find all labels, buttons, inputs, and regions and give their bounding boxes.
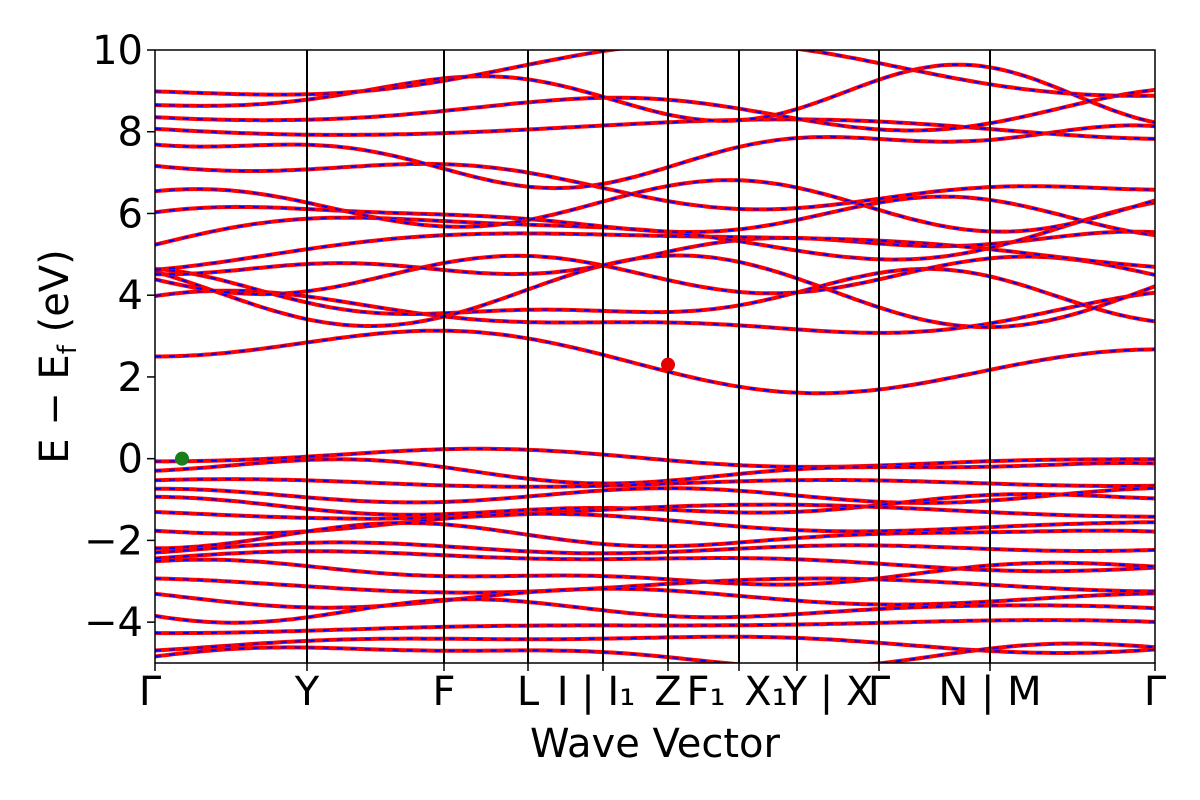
y-tick-label: 2 — [118, 355, 143, 401]
y-axis-ticks: −4 −2 0 2 4 6 8 10 — [84, 28, 155, 646]
band-line — [155, 288, 1155, 335]
band-line-overlay — [155, 329, 1155, 395]
y-axis-label: E − Ef (eV) — [32, 249, 83, 464]
band-line-overlay — [155, 50, 1155, 97]
band-line — [155, 161, 1155, 212]
x-tick-label: Y — [294, 669, 320, 715]
band-line-overlay — [155, 254, 1155, 296]
band-line — [155, 641, 1155, 663]
band-line — [155, 521, 1155, 551]
x-tick-label: Z — [654, 669, 681, 715]
high-symmetry-lines — [306, 50, 991, 663]
y-tick-label: 10 — [92, 28, 143, 74]
band-line-overlay — [155, 63, 1155, 124]
plot-frame — [154, 49, 1156, 664]
band-line-overlay — [155, 124, 1155, 190]
band-line — [155, 253, 1155, 297]
band-line-overlay — [155, 201, 1155, 261]
x-tick-label: F — [432, 669, 455, 715]
y-tick-label: −4 — [84, 600, 143, 646]
band-line — [155, 576, 1155, 595]
x-tick-label: Γ — [1144, 669, 1167, 715]
band-line-overlay — [155, 267, 1155, 323]
y-tick-label: 6 — [118, 191, 143, 237]
band-line — [155, 446, 1155, 469]
band-line — [155, 328, 1155, 396]
vbm-marker — [175, 451, 189, 466]
x-tick-label: N | M — [938, 669, 1041, 715]
band-line — [155, 87, 1155, 133]
x-tick-label: X₁ — [744, 669, 787, 715]
band-line — [155, 477, 1155, 489]
x-tick-label: L — [517, 669, 540, 715]
band-line — [155, 457, 1155, 486]
x-tick-label: Γ — [868, 669, 891, 715]
x-tick-label: Γ — [139, 669, 162, 715]
band-line — [155, 586, 1155, 610]
band-line — [155, 557, 1155, 587]
band-line-overlay — [155, 179, 1155, 233]
band-line — [155, 618, 1155, 636]
band-line — [155, 549, 1155, 574]
x-tick-label: I | I₁ — [557, 669, 636, 715]
band-line — [155, 540, 1155, 556]
band-line — [155, 229, 1155, 277]
y-tick-label: 0 — [118, 437, 143, 483]
band-line — [155, 117, 1155, 141]
y-tick-label: 8 — [118, 110, 143, 156]
band-edge-markers — [175, 357, 675, 466]
band-line-overlay — [155, 232, 1155, 271]
y-tick-label: −2 — [84, 518, 143, 564]
band-line — [155, 486, 1155, 506]
band-line — [155, 194, 1155, 238]
band-line — [155, 597, 1155, 625]
x-axis-label: Wave Vector — [530, 721, 781, 767]
band-lines — [155, 50, 1155, 663]
y-tick-label: 4 — [118, 273, 143, 319]
cbm-marker — [661, 357, 675, 372]
band-line — [155, 502, 1155, 521]
x-tick-label: F₁ — [686, 669, 725, 715]
x-tick-label: Y | X — [782, 669, 874, 715]
band-line — [155, 634, 1155, 655]
